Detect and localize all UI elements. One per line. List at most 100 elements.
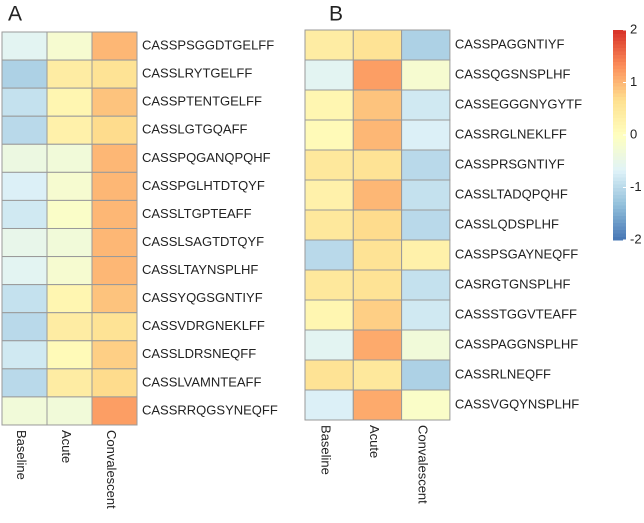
colorbar-segment — [613, 166, 626, 171]
heatmap-cell — [91, 171, 138, 201]
row-label: CASSLRYTGELFF — [142, 66, 252, 81]
panel-label: B — [329, 3, 343, 26]
heatmap-cell — [1, 396, 48, 426]
colorbar-segment — [613, 229, 626, 234]
heatmap-cell — [352, 59, 403, 91]
heatmap-cell — [401, 389, 451, 421]
row-label: CASSPSGGDTGELFF — [142, 37, 274, 52]
colorbar-segment — [613, 177, 626, 181]
colorbar-segment — [613, 117, 626, 122]
colorbar-segment — [613, 198, 626, 202]
heatmap-cell — [1, 256, 48, 286]
heatmap-cell — [46, 312, 93, 342]
colorbar-segment — [613, 75, 626, 80]
colorbar-segment — [613, 44, 626, 48]
heatmap-cell — [46, 368, 93, 398]
heatmap-cell — [1, 340, 48, 370]
colorbar-segment — [613, 128, 626, 132]
heatmap-cell — [91, 256, 138, 286]
heatmap-cell — [46, 256, 93, 286]
colorbar-segment — [613, 201, 626, 206]
heatmap-cell — [401, 239, 451, 271]
colorbar-segment — [613, 156, 626, 160]
heatmap-cell — [91, 115, 138, 145]
colorbar-segment — [613, 86, 626, 90]
heatmap-cell — [352, 29, 403, 61]
row-label: CASSPSGAYNEQFF — [455, 246, 578, 261]
colorbar-segment — [613, 33, 626, 38]
colorbar-segment — [613, 89, 626, 94]
heatmap-cell — [352, 389, 403, 421]
colorbar-segment — [613, 173, 626, 178]
heatmap-cell — [304, 239, 354, 271]
colorbar-segment — [613, 131, 626, 136]
colorbar-segment — [613, 54, 626, 59]
heatmap-cell — [304, 389, 354, 421]
column-label: Convalescent — [104, 430, 119, 509]
colorbar-segment — [613, 65, 626, 69]
heatmap-cell — [1, 227, 48, 258]
heatmap-cell — [91, 59, 138, 89]
colorbar-segment — [613, 47, 626, 52]
colorbar-segment — [613, 187, 626, 192]
column-label: Acute — [59, 430, 74, 463]
row-label: CASSVGQYNSPLHF — [455, 396, 579, 411]
heatmap-cell — [352, 209, 403, 241]
column-label: Baseline — [319, 425, 334, 475]
colorbar-segment — [613, 107, 626, 111]
heatmap-cell — [304, 209, 354, 241]
heatmap-cell — [91, 340, 138, 370]
colorbar-segment — [613, 100, 626, 104]
heatmap-cell — [401, 209, 451, 241]
colorbar-segment — [613, 51, 626, 55]
heatmap-cell — [401, 179, 451, 211]
heatmap-cell — [91, 312, 138, 342]
panel-label: A — [8, 3, 22, 26]
heatmap-cell — [401, 269, 451, 301]
row-label: CASSPQGANQPQHF — [142, 150, 271, 165]
row-label: CASSPTENTGELFF — [142, 94, 262, 109]
heatmap-cell — [401, 299, 451, 331]
colorbar-segment — [613, 96, 626, 101]
colorbar-segment — [613, 152, 626, 157]
heatmap-cell — [304, 89, 354, 121]
heatmap-cell — [401, 119, 451, 151]
heatmap-cell — [91, 396, 138, 426]
colorbar-tick-label: -1 — [630, 179, 642, 194]
column-label: Acute — [367, 425, 382, 458]
colorbar-segment — [613, 114, 626, 118]
heatmap-cell — [352, 179, 403, 211]
column-label: Convalescent — [415, 425, 430, 504]
colorbar-segment — [613, 103, 626, 108]
colorbar-segment — [613, 194, 626, 199]
row-label: CASSLSAGTDTQYF — [142, 234, 264, 249]
colorbar-segment — [613, 58, 626, 62]
row-label: CASSQGSNSPLHF — [455, 66, 571, 81]
row-label: CASSLGTGQAFF — [142, 122, 248, 137]
heatmap-cell — [91, 227, 138, 258]
row-label: CASSPAGGNSPLHF — [455, 336, 578, 351]
colorbar-segment — [613, 121, 626, 125]
row-label: CASSLDRSNEQFF — [142, 346, 256, 361]
colorbar-segment — [613, 142, 626, 146]
colorbar-tick-label: 1 — [630, 74, 637, 89]
heatmap-cell — [46, 31, 93, 61]
row-label: CASSLTGPTEAFF — [142, 206, 252, 221]
row-label: CASSLTADQPQHF — [455, 186, 568, 201]
heatmap-cell — [1, 284, 48, 314]
heatmap-cell — [46, 284, 93, 314]
heatmap-cell — [1, 312, 48, 342]
heatmap-cell — [46, 115, 93, 145]
heatmap-cell — [401, 329, 451, 361]
colorbar-segment — [613, 236, 626, 241]
colorbar-segment — [613, 159, 626, 164]
colorbar-tick-label: -2 — [630, 231, 642, 246]
heatmap-cell — [304, 119, 354, 151]
heatmap-cell — [46, 396, 93, 426]
heatmap-cell — [352, 359, 403, 391]
colorbar-segment — [613, 212, 626, 216]
heatmap-cell — [1, 368, 48, 398]
heatmap-cell — [91, 31, 138, 61]
heatmap-cell — [304, 269, 354, 301]
colorbar-segment — [613, 145, 626, 150]
